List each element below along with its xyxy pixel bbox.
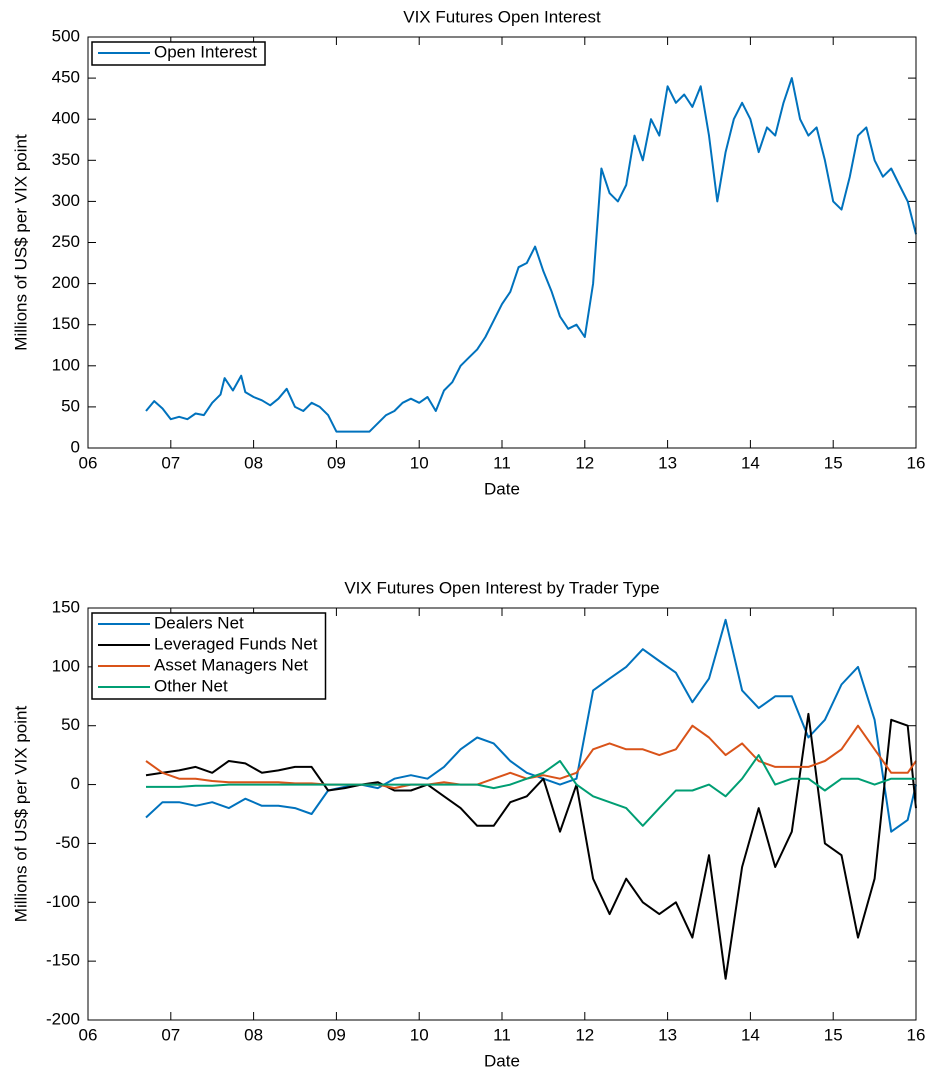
y-tick-label: 350 (52, 150, 80, 169)
chart-title: VIX Futures Open Interest by Trader Type (344, 578, 659, 597)
x-tick-label: 13 (658, 1025, 677, 1044)
plot-frame (87, 36, 917, 449)
x-tick-label: 16 (907, 1025, 926, 1044)
legend-label: Open Interest (154, 42, 257, 61)
x-axis-label: Date (484, 1051, 520, 1069)
y-tick-label: 450 (52, 68, 80, 87)
x-tick-label: 14 (741, 1025, 760, 1044)
y-tick-label: -200 (46, 1009, 80, 1028)
legend-box (91, 41, 266, 66)
y-tick-label: 0 (71, 774, 80, 793)
legend-label: Asset Managers Net (154, 655, 308, 674)
y-tick-label: 300 (52, 191, 80, 210)
x-tick-label: 15 (824, 1025, 843, 1044)
x-tick-label: 13 (658, 453, 677, 472)
x-tick-label: 07 (161, 453, 180, 472)
y-tick-label: -150 (46, 951, 80, 970)
y-tick-label: 150 (52, 597, 80, 616)
x-tick-label: 11 (493, 453, 511, 472)
y-tick-label: 500 (52, 26, 80, 45)
x-tick-label: 06 (79, 453, 98, 472)
y-tick-label: 200 (52, 273, 80, 292)
legend-label: Leveraged Funds Net (154, 634, 318, 653)
legend-box (91, 612, 327, 700)
x-tick-label: 15 (824, 453, 843, 472)
y-axis-label: Millions of US$ per VIX point (11, 706, 30, 923)
x-tick-label: 11 (493, 1025, 511, 1044)
series-line (145, 724, 917, 790)
series-line (146, 754, 916, 827)
y-tick-label: -100 (46, 892, 80, 911)
series-line (145, 77, 917, 433)
x-tick-label: 08 (244, 453, 263, 472)
plot-frame (87, 607, 917, 1021)
y-tick-label: 150 (52, 314, 80, 333)
legend: Open Interest (91, 41, 266, 66)
y-tick-label: -50 (55, 833, 80, 852)
series-line (145, 712, 917, 980)
x-tick-label: 10 (410, 453, 429, 472)
y-tick-label: 250 (52, 232, 80, 251)
legend: Dealers Net Leveraged Funds Net Asset Mana… (91, 612, 327, 700)
x-tick-label: 12 (575, 453, 594, 472)
x-tick-label: 14 (741, 453, 760, 472)
y-axis-label: Millions of US$ per VIX point (11, 134, 30, 351)
x-axis-label: Date (484, 479, 520, 498)
x-tick-label: 12 (575, 1025, 594, 1044)
chart-title: VIX Futures Open Interest (403, 7, 601, 26)
legend-label: Other Net (154, 676, 228, 695)
y-tick-label: 100 (52, 656, 80, 675)
y-tick-label: 50 (61, 396, 80, 415)
x-tick-label: 07 (161, 1025, 180, 1044)
x-tick-label: 09 (327, 1025, 346, 1044)
y-tick-label: 400 (52, 109, 80, 128)
x-tick-label: 06 (79, 1025, 98, 1044)
y-tick-label: 0 (71, 437, 80, 456)
x-tick-label: 10 (410, 1025, 429, 1044)
legend-label: Dealers Net (154, 613, 244, 632)
x-tick-label: 16 (907, 453, 926, 472)
y-tick-label: 50 (61, 715, 80, 734)
x-tick-label: 09 (327, 453, 346, 472)
x-tick-label: 08 (244, 1025, 263, 1044)
y-tick-label: 100 (52, 355, 80, 374)
